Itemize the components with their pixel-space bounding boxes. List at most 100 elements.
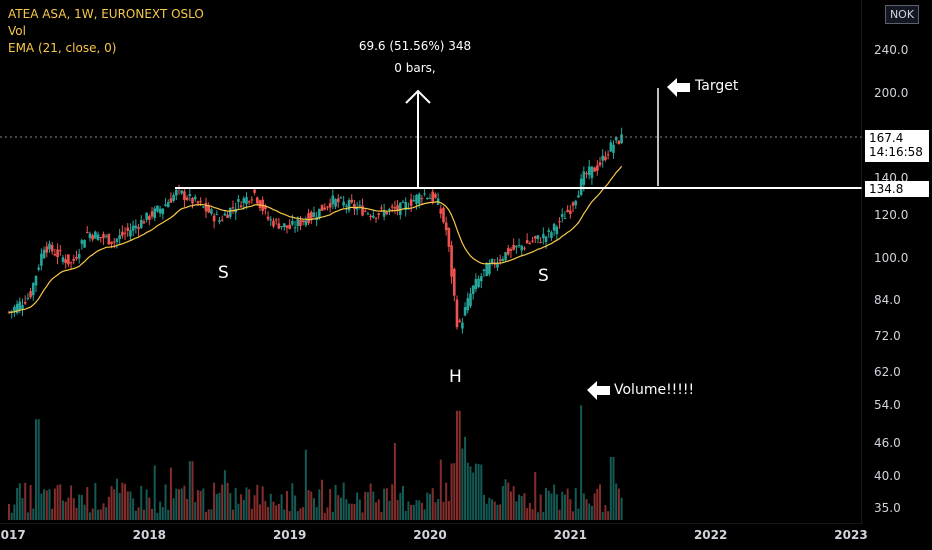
volume-bar: [372, 491, 375, 520]
volume-bar: [482, 494, 485, 520]
candle-body: [15, 303, 19, 314]
candle-body: [539, 242, 542, 244]
candle-body: [355, 207, 359, 210]
volume-bar: [429, 493, 431, 520]
volume-bar: [566, 488, 569, 520]
candle-body: [361, 205, 364, 216]
symbol-title[interactable]: ATEA ASA, 1W, EURONEXT OSLO: [8, 7, 204, 21]
candle-body: [609, 142, 613, 152]
volume-label: Volume!!!!!: [614, 382, 695, 398]
candle-body: [172, 194, 175, 201]
candle-body: [536, 235, 540, 240]
time-tick-label: 2020: [413, 528, 447, 542]
candle-body: [202, 206, 205, 208]
candle-body: [328, 203, 332, 208]
candle-body: [13, 306, 16, 312]
candle-body: [477, 278, 480, 288]
volume-bar: [183, 485, 186, 520]
price-tick-label: 100.0: [874, 251, 909, 266]
candle-body: [614, 137, 618, 141]
candle-body: [579, 178, 583, 195]
candle-body: [385, 211, 389, 215]
candle-body: [374, 217, 378, 219]
candle-body: [474, 279, 478, 290]
candle-body: [363, 210, 367, 212]
volume-bar: [18, 483, 21, 520]
candle-body: [482, 269, 486, 272]
candle-body: [520, 245, 524, 251]
candle-body: [107, 233, 111, 245]
volume-bar: [175, 488, 178, 520]
ema-legend[interactable]: EMA (21, close, 0): [8, 41, 117, 55]
volume-bar: [13, 504, 16, 520]
candle-body: [148, 216, 151, 220]
candle-body: [21, 305, 24, 309]
volume-bar: [97, 509, 100, 520]
volume-bar: [574, 488, 577, 520]
volume-bar: [310, 491, 313, 520]
volume-bar: [56, 485, 59, 520]
candle-body: [61, 257, 65, 262]
candle-body: [307, 213, 310, 224]
currency-button[interactable]: NOK: [885, 5, 919, 24]
volume-bar: [542, 511, 545, 520]
candle-body: [277, 223, 281, 229]
time-tick-label: 2021: [553, 528, 588, 542]
volume-bar: [329, 488, 332, 520]
candle-body: [166, 202, 170, 208]
up-arrow: [405, 89, 431, 188]
candle-body: [215, 214, 219, 216]
candle-body: [299, 219, 302, 226]
volume-bar: [383, 488, 386, 520]
candle-body: [372, 215, 375, 218]
candle-body: [455, 299, 459, 328]
volume-bar: [59, 484, 62, 520]
volume-bar: [501, 485, 504, 520]
volume-bar: [455, 410, 458, 520]
candle-body: [83, 239, 86, 248]
volume-bar: [582, 493, 585, 520]
volume-bar: [466, 462, 469, 520]
candle-body: [180, 190, 184, 194]
measure-tooltip: 69.6 (51.56%) 348 0 bars,: [340, 35, 490, 79]
volume-bar: [593, 493, 596, 520]
candle-body: [207, 205, 211, 213]
volume-bar: [375, 502, 378, 520]
candle-body: [490, 258, 494, 264]
volume-bar: [218, 492, 221, 520]
volume-bar: [547, 490, 550, 520]
volume-bar: [37, 419, 40, 520]
candle-body: [285, 225, 289, 228]
volume-bar: [607, 511, 610, 520]
volume-bar: [223, 470, 226, 520]
volume-bar: [91, 508, 94, 520]
volume-bar: [191, 461, 194, 520]
candle-body: [45, 246, 49, 253]
volume-bar: [312, 498, 315, 520]
time-axis[interactable]: [0, 524, 932, 550]
candle-body: [369, 215, 372, 218]
price-axis[interactable]: [862, 0, 932, 524]
volume-legend[interactable]: Vol: [8, 24, 26, 38]
volume-bar: [53, 488, 56, 520]
candle-body: [469, 293, 472, 307]
candle-body: [139, 219, 143, 228]
chart-legend: ATEA ASA, 1W, EURONEXT OSLO Vol EMA (21,…: [8, 6, 204, 57]
price-tick-label: 240.0: [874, 43, 909, 57]
candle-body: [29, 291, 32, 298]
volume-bar: [151, 508, 154, 520]
candle-body: [552, 223, 556, 231]
price-tick-label: 84.0: [874, 292, 901, 307]
volume-bar: [180, 488, 183, 520]
volume-bar: [24, 482, 27, 520]
candle-body: [169, 198, 173, 203]
candle-body: [264, 206, 267, 210]
volume-bar: [207, 509, 210, 520]
volume-bar: [167, 509, 170, 520]
candle-body: [196, 201, 200, 204]
candle-body: [69, 262, 73, 264]
volume-bar: [156, 512, 159, 520]
volume-bar: [88, 512, 91, 520]
price-tick-label: 46.0: [874, 435, 901, 450]
